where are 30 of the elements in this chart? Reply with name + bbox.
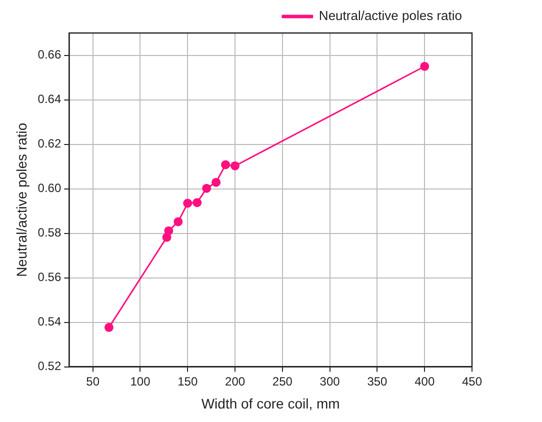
x-tick-label: 250	[272, 374, 293, 388]
x-tick-label: 400	[414, 374, 435, 388]
y-tick-label: 0.66	[38, 48, 62, 62]
x-axis-title: Width of core coil, mm	[201, 395, 340, 412]
y-tick-label: 0.58	[38, 226, 62, 240]
point	[183, 198, 192, 208]
y-tick-label: 0.64	[38, 92, 62, 106]
point	[420, 62, 430, 71]
x-tick-label: 300	[320, 374, 340, 388]
y-tick-label: 0.62	[38, 136, 62, 151]
point	[164, 226, 174, 236]
y-tick-label: 0.54	[38, 314, 62, 329]
y-tick-label: 0.60	[38, 181, 62, 196]
legend-label: Neutral/active poles ratio	[318, 8, 462, 24]
x-tick-label: 100	[130, 374, 151, 388]
y-axis-title: Neutral/active poles ratio	[13, 122, 30, 277]
point	[202, 184, 212, 193]
x-tick-label: 450	[462, 374, 482, 388]
point	[104, 322, 114, 332]
y-tick-label: 0.56	[38, 270, 62, 284]
y-tick-label: 0.52	[38, 359, 62, 374]
point	[174, 217, 183, 226]
point	[192, 198, 202, 208]
point	[212, 178, 221, 187]
x-tick-label: 350	[367, 374, 388, 388]
x-tick-label: 150	[178, 374, 198, 388]
x-tick-label: 200	[225, 374, 246, 388]
x-tick-label: 50	[86, 374, 100, 388]
point	[230, 161, 240, 170]
point	[221, 160, 230, 170]
